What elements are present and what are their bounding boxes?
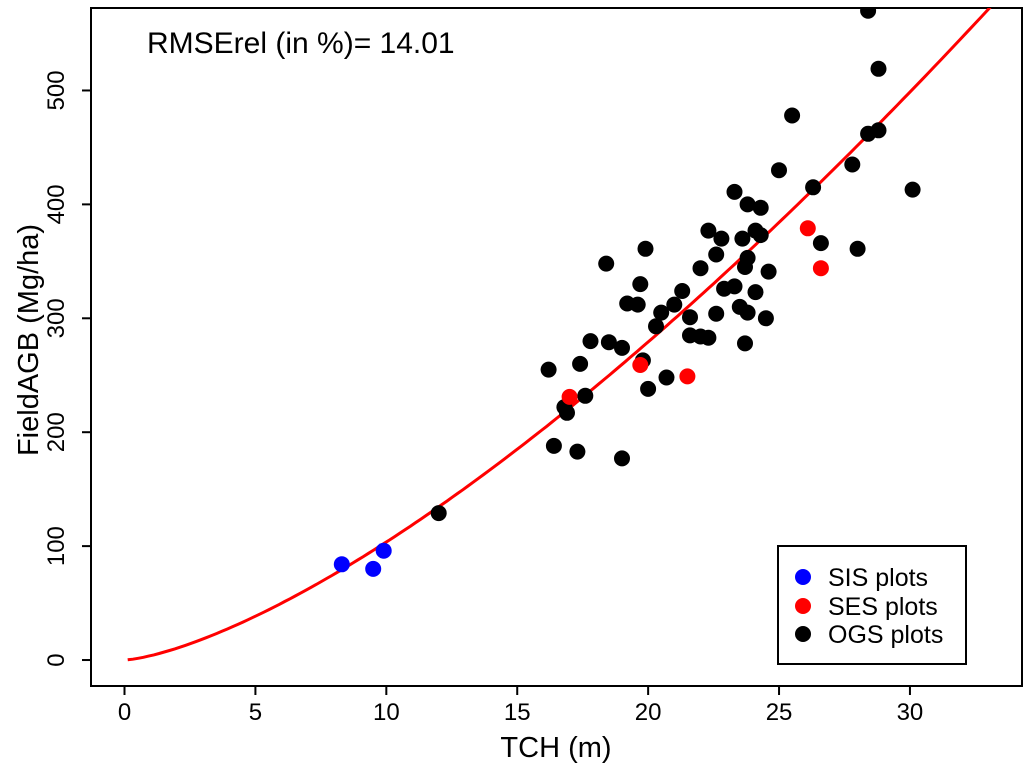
data-point-ogs-plots bbox=[572, 355, 589, 372]
data-point-ses-plots bbox=[632, 357, 649, 373]
data-point-ogs-plots bbox=[629, 296, 646, 313]
data-point-ogs-plots bbox=[600, 334, 617, 351]
data-point-ogs-plots bbox=[430, 505, 447, 522]
data-point-ogs-plots bbox=[870, 60, 887, 77]
data-point-ogs-plots bbox=[904, 181, 921, 198]
data-point-ogs-plots bbox=[569, 443, 586, 460]
data-point-ogs-plots bbox=[849, 240, 866, 257]
data-point-ogs-plots bbox=[545, 437, 562, 454]
data-point-ogs-plots bbox=[739, 196, 756, 213]
data-point-ogs-plots bbox=[640, 380, 657, 397]
data-point-ogs-plots bbox=[747, 284, 764, 301]
data-point-ogs-plots bbox=[771, 162, 787, 179]
x-tick-label: 20 bbox=[635, 699, 662, 726]
y-tick-label: 300 bbox=[43, 298, 70, 338]
data-point-sis-plots bbox=[333, 556, 350, 573]
plot-box bbox=[90, 7, 1023, 687]
data-point-ogs-plots bbox=[674, 283, 691, 299]
data-point-ses-plots bbox=[799, 220, 816, 237]
data-point-ogs-plots bbox=[577, 387, 594, 404]
data-point-ogs-plots bbox=[737, 259, 753, 275]
data-point-ogs-plots bbox=[752, 227, 769, 244]
x-tick-label: 10 bbox=[373, 699, 400, 726]
y-axis: 0 100 200 300 400 500 bbox=[43, 70, 91, 667]
data-point-ogs-plots bbox=[860, 8, 877, 19]
data-point-ogs-plots bbox=[739, 304, 756, 321]
data-point-ogs-plots bbox=[812, 235, 829, 252]
data-point-ogs-plots bbox=[700, 222, 717, 239]
data-point-ogs-plots bbox=[700, 329, 717, 346]
data-point-ogs-plots bbox=[726, 278, 743, 295]
rmse-annotation: RMSErel (in %)= 14.01 bbox=[147, 27, 455, 60]
data-point-ogs-plots bbox=[648, 318, 664, 335]
legend: SIS plots SES plots OGS plots bbox=[777, 545, 967, 665]
x-tick-label: 5 bbox=[249, 699, 262, 726]
data-point-ogs-plots bbox=[666, 296, 683, 313]
data-point-ogs-plots bbox=[614, 339, 630, 356]
data-point-ogs-plots bbox=[870, 122, 887, 139]
data-point-ogs-plots bbox=[598, 255, 615, 272]
data-point-ogs-plots bbox=[760, 263, 777, 280]
legend-label-sis: SIS plots bbox=[828, 564, 928, 592]
data-point-ogs-plots bbox=[844, 156, 861, 173]
data-point-ogs-plots bbox=[784, 107, 801, 124]
x-tick-label: 30 bbox=[897, 699, 924, 726]
data-point-ogs-plots bbox=[614, 450, 630, 467]
y-tick-label: 200 bbox=[43, 412, 70, 452]
legend-dot-sis bbox=[795, 569, 811, 585]
points-layer bbox=[333, 8, 921, 577]
data-point-sis-plots bbox=[375, 542, 392, 559]
data-point-ogs-plots bbox=[637, 240, 654, 257]
data-layer bbox=[127, 8, 992, 662]
data-point-ogs-plots bbox=[540, 361, 557, 378]
data-point-ogs-plots bbox=[632, 276, 649, 293]
data-point-sis-plots bbox=[365, 560, 382, 577]
x-tick-label: 25 bbox=[766, 699, 793, 726]
legend-dot-ses bbox=[795, 598, 811, 614]
y-tick-label: 100 bbox=[43, 526, 70, 566]
data-point-ses-plots bbox=[561, 388, 578, 405]
data-point-ogs-plots bbox=[658, 369, 675, 386]
data-point-ogs-plots bbox=[653, 304, 670, 321]
data-point-ogs-plots bbox=[708, 305, 725, 322]
legend-label-ses: SES plots bbox=[828, 593, 938, 621]
data-point-ogs-plots bbox=[726, 183, 743, 200]
data-point-ogs-plots bbox=[682, 309, 698, 326]
data-point-ogs-plots bbox=[692, 260, 709, 277]
y-tick-label: 0 bbox=[43, 653, 70, 666]
data-point-ogs-plots bbox=[734, 230, 751, 247]
x-tick-label: 15 bbox=[504, 699, 531, 726]
legend-dot-ogs bbox=[795, 626, 811, 642]
data-point-ogs-plots bbox=[757, 310, 774, 327]
x-tick-label: 0 bbox=[118, 699, 131, 726]
y-tick-label: 500 bbox=[43, 70, 70, 110]
data-point-ogs-plots bbox=[713, 230, 730, 247]
data-point-ogs-plots bbox=[559, 404, 575, 421]
y-tick-label: 400 bbox=[43, 184, 70, 224]
y-axis-label: FieldAGB (Mg/ha) bbox=[13, 224, 45, 456]
data-point-ogs-plots bbox=[805, 179, 822, 196]
x-axis: 0 5 10 15 20 25 30 bbox=[118, 686, 923, 726]
data-point-ogs-plots bbox=[582, 333, 599, 350]
data-point-ses-plots bbox=[679, 368, 696, 385]
x-axis-label: TCH (m) bbox=[500, 732, 611, 764]
data-point-ses-plots bbox=[812, 260, 829, 277]
data-point-ogs-plots bbox=[708, 246, 725, 263]
data-point-ogs-plots bbox=[752, 199, 769, 216]
data-point-ogs-plots bbox=[737, 335, 753, 352]
legend-label-ogs: OGS plots bbox=[828, 621, 943, 649]
